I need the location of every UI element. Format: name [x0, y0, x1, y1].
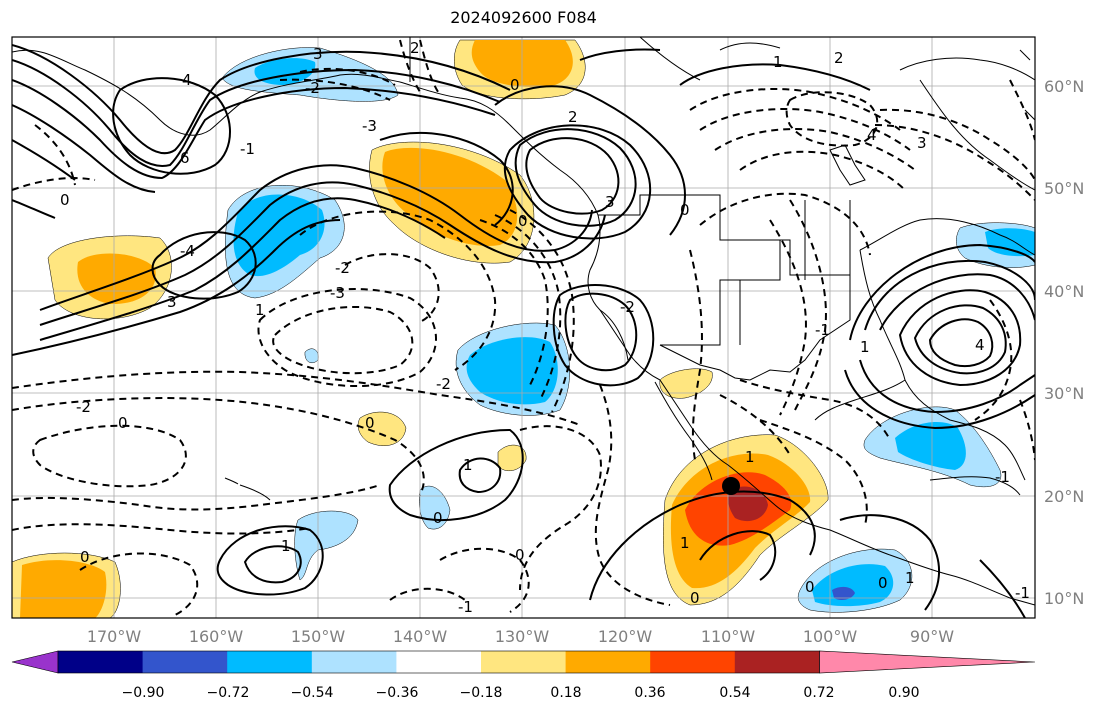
contour-label: 0: [878, 574, 888, 592]
contour-label: 2: [410, 39, 420, 57]
contour-label: 0: [510, 76, 520, 94]
colorbar-tick-label: 0.54: [719, 685, 750, 701]
colorbar-tick-label: −0.72: [207, 685, 250, 701]
contour-label: 1: [860, 338, 870, 356]
contour-label: -3: [362, 117, 377, 135]
colorbar-tick-label: −0.18: [460, 685, 503, 701]
anomaly-shading: [12, 39, 1035, 618]
lat-label: 10°N: [1044, 589, 1084, 608]
lon-label: 130°W: [495, 627, 550, 646]
contour-label: 6: [180, 149, 190, 167]
lat-label: 50°N: [1044, 179, 1084, 198]
colorbar-segment: [650, 651, 736, 673]
contour-label: 1: [281, 537, 291, 555]
contour-label: 0: [680, 201, 690, 219]
contour-label: 4: [867, 126, 877, 144]
lat-label: 40°N: [1044, 282, 1084, 301]
contour-label: 2: [834, 49, 844, 67]
colorbar-segment: [481, 651, 567, 673]
lon-label: 100°W: [803, 627, 858, 646]
contour-label: 0: [433, 509, 443, 527]
longitude-labels: 170°W 160°W 150°W 140°W 130°W 120°W 110°…: [87, 627, 954, 646]
colorbar-segment: [227, 651, 313, 673]
contour-label: 4: [975, 336, 985, 354]
contour-label: -2: [620, 298, 635, 316]
map-frame: [11, 36, 1036, 619]
dashed-contours: [12, 39, 1035, 616]
contour-label: -1: [240, 140, 255, 158]
height-contours: [12, 44, 1035, 618]
contour-label: 1: [773, 53, 783, 71]
map-title: 2024092600 F084: [450, 8, 597, 27]
colorbar-tick-label: 0.90: [888, 685, 919, 701]
lon-label: 140°W: [393, 627, 448, 646]
gridlines: [12, 37, 1035, 618]
contour-label: -2: [76, 398, 91, 416]
colorbar-ticks: −0.90 −0.72 −0.54 −0.36 −0.18 0.18 0.36 …: [122, 685, 920, 701]
contour-label: 0: [365, 414, 375, 432]
colorbar-tick-label: −0.90: [122, 685, 165, 701]
coastlines-and-borders: [12, 37, 1035, 606]
contour-label: -4: [180, 242, 195, 260]
contour-label: -2: [305, 79, 320, 97]
contour-label: -3: [330, 284, 345, 302]
colorbar-segment: [142, 651, 228, 673]
colorbar-segment: [58, 651, 144, 673]
colorbar-segment: [396, 651, 482, 673]
lon-label: 90°W: [910, 627, 954, 646]
lon-label: 110°W: [701, 627, 756, 646]
contour-label: 3: [605, 193, 615, 211]
colorbar: [11, 650, 1036, 674]
contour-label: 3: [917, 134, 927, 152]
contour-label: 0: [118, 414, 128, 432]
latitude-labels: 60°N 50°N 40°N 30°N 20°N 10°N: [1044, 77, 1084, 608]
storm-center-marker: [722, 477, 740, 495]
contour-label: -1: [1015, 584, 1030, 602]
lon-label: 160°W: [189, 627, 244, 646]
contour-label: 1: [905, 569, 915, 587]
contour-label: -1: [815, 321, 830, 339]
colorbar-tick-label: 0.36: [634, 685, 665, 701]
colorbar-extend-high: [819, 650, 1036, 674]
contour-labels: 3 4 6 2 0 1 -2 -3 -1 -4 0 2 3 1 0 -2 -3 …: [60, 39, 1030, 616]
contour-label: 2: [568, 108, 578, 126]
lon-label: 120°W: [598, 627, 653, 646]
colorbar-segment: [565, 651, 651, 673]
colorbar-tick-label: −0.54: [291, 685, 334, 701]
lon-label: 170°W: [87, 627, 142, 646]
contour-label: 0: [515, 546, 525, 564]
lat-label: 30°N: [1044, 384, 1084, 403]
contour-label: 1: [463, 456, 473, 474]
lon-label: 150°W: [291, 627, 346, 646]
colorbar-extend-low: [11, 650, 59, 674]
contour-label: 0: [60, 191, 70, 209]
colorbar-tick-label: −0.36: [376, 685, 419, 701]
contour-label: -1: [458, 598, 473, 616]
contour-label: 3: [167, 293, 177, 311]
contour-label: 0: [690, 589, 700, 607]
lat-label: 20°N: [1044, 487, 1084, 506]
contour-label: 1: [255, 301, 265, 319]
contour-label: -2: [436, 375, 451, 393]
colorbar-tick-label: 0.18: [550, 685, 581, 701]
colorbar-tick-label: 0.72: [803, 685, 834, 701]
contour-label: 1: [745, 448, 755, 466]
contour-label: 4: [182, 71, 192, 89]
colorbar-segment: [311, 651, 397, 673]
lat-label: 60°N: [1044, 77, 1084, 96]
contour-label: 3: [313, 45, 323, 63]
colorbar-frame: [57, 650, 820, 674]
contour-label: 0: [80, 548, 90, 566]
colorbar-segment: [734, 651, 820, 673]
contour-label: 0: [518, 212, 528, 230]
contour-label: -2: [335, 259, 350, 277]
contour-label: 1: [680, 534, 690, 552]
contour-label: 0: [805, 578, 815, 596]
contour-label: -1: [995, 468, 1010, 486]
